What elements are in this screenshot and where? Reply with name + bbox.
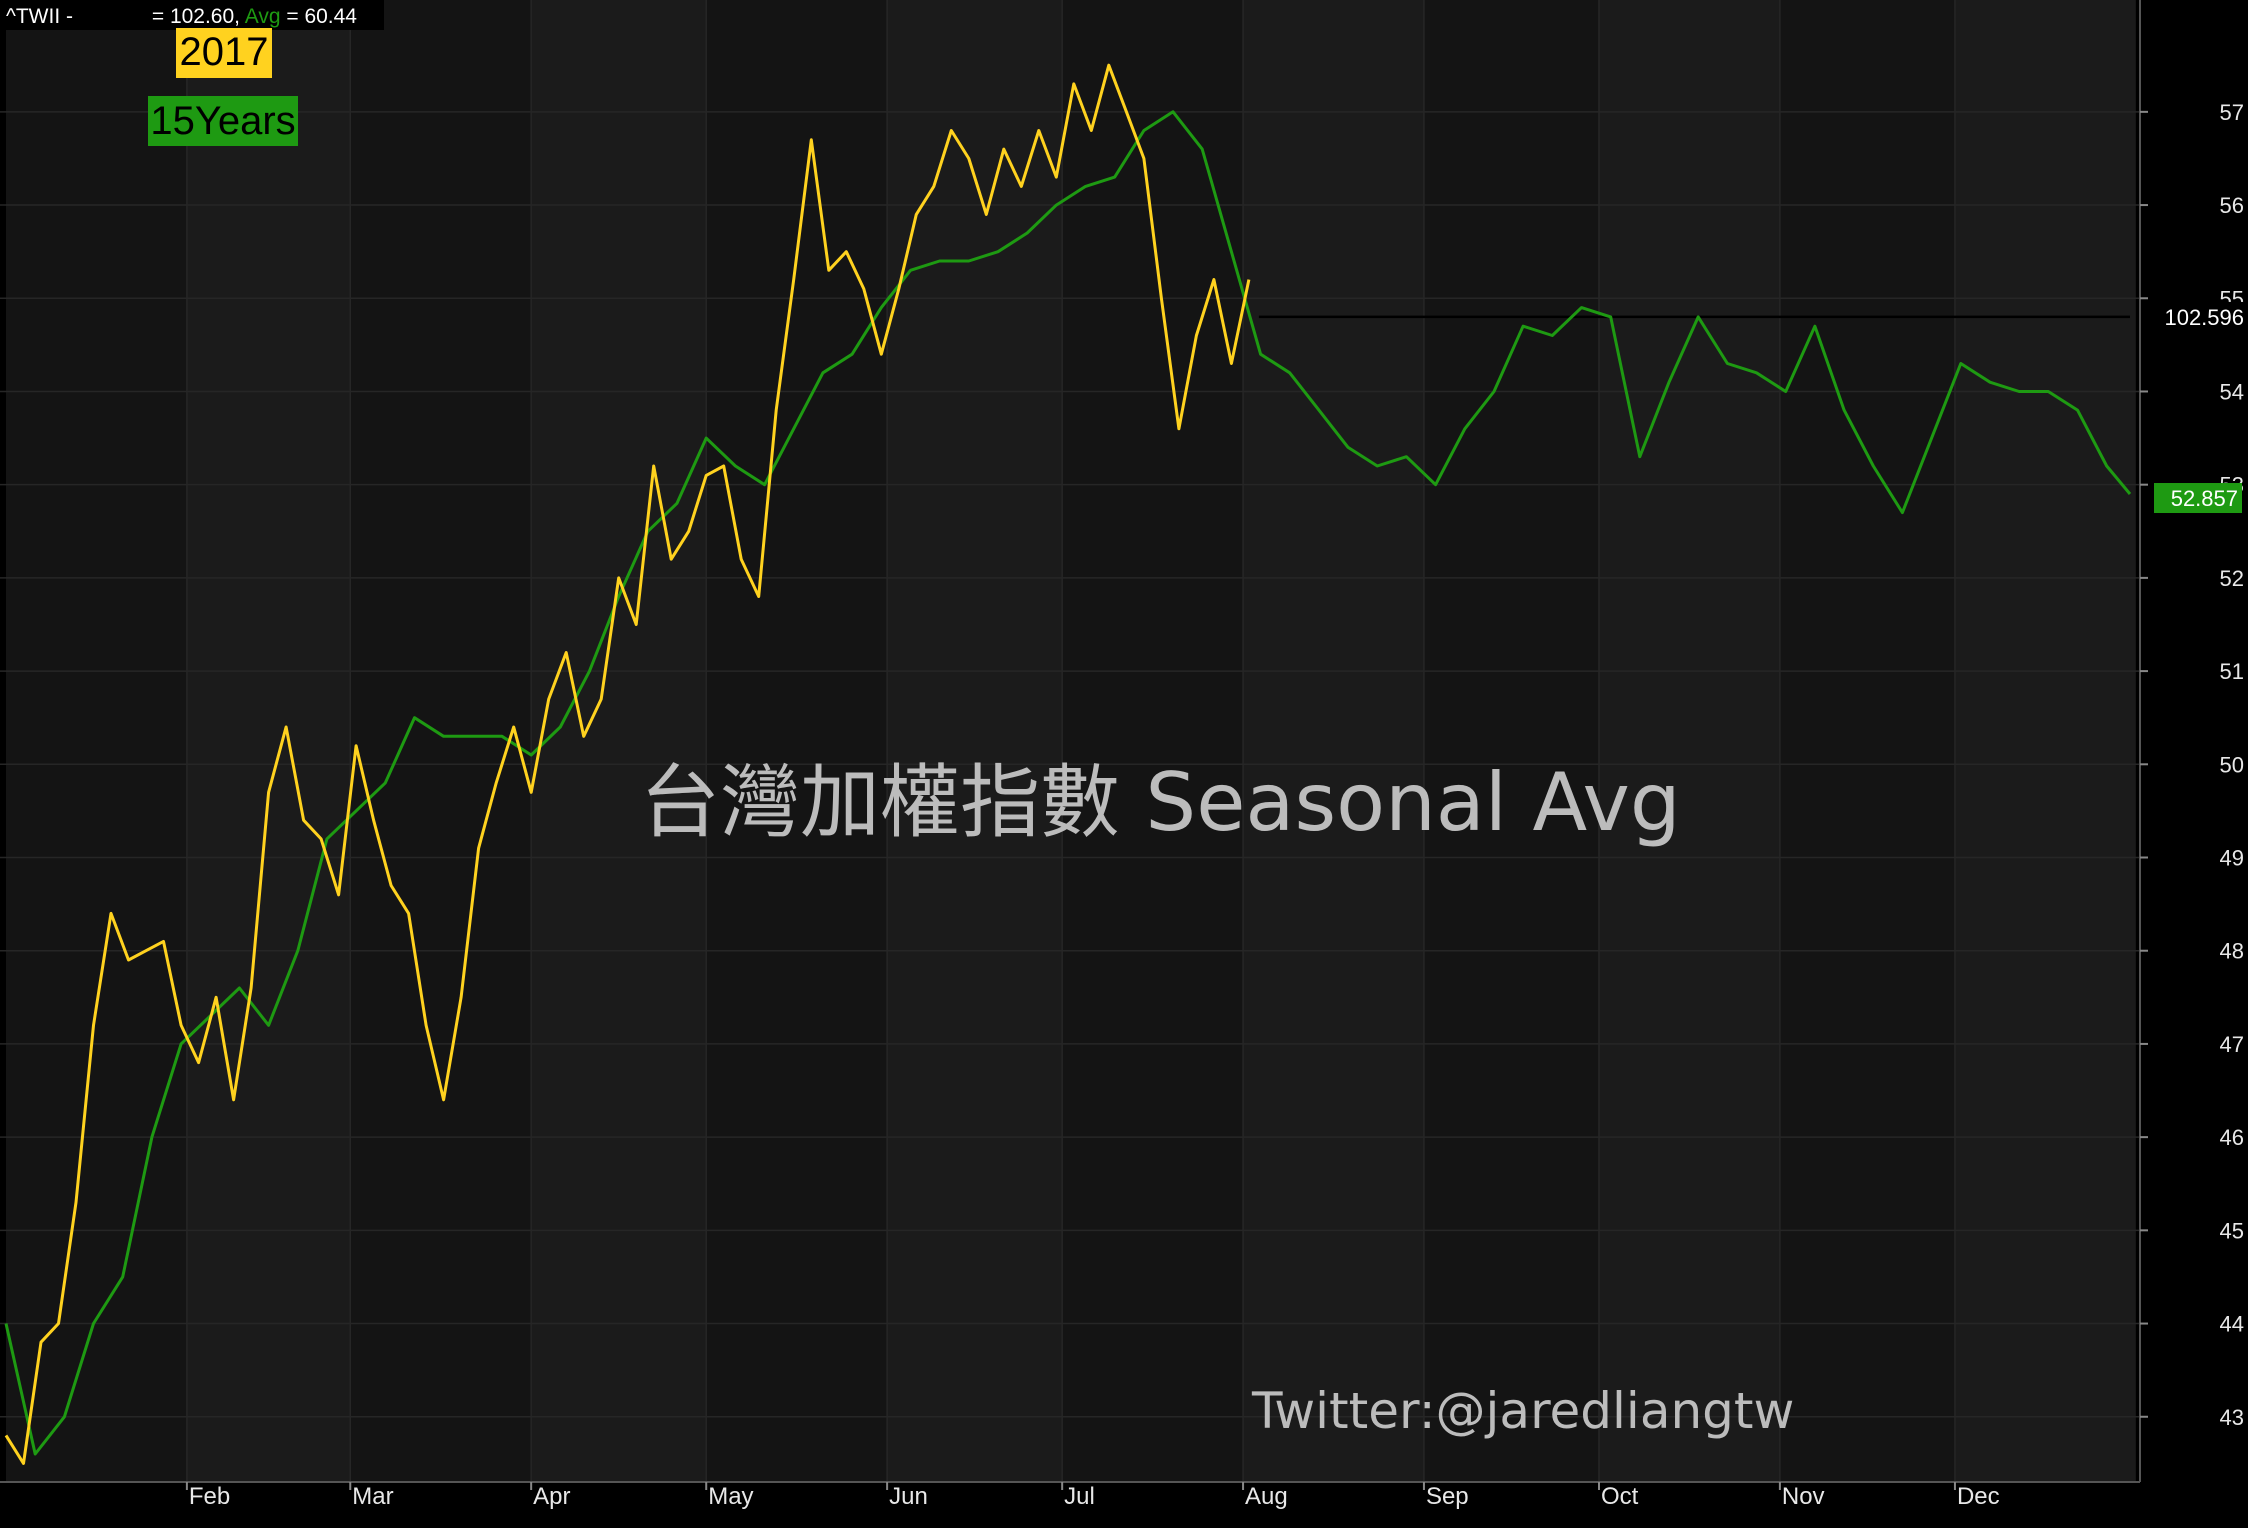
header-readout: ^TWII - = 102.60, Avg = 60.44 [6,5,357,28]
x-tick-label: May [708,1483,753,1510]
y-axis-ticks: 434445464748495051525354555657 [2140,100,2244,1430]
price-line-label: 102.596 [2164,305,2244,330]
header-avg-label: Avg [245,5,281,28]
month-band [1779,0,1955,1482]
x-tick-label: Sep [1426,1483,1469,1510]
month-band [887,0,1063,1482]
header-value: 102.60 [170,5,234,28]
x-tick-label: Jun [889,1483,928,1510]
month-bands [6,0,2136,1482]
month-band [706,0,888,1482]
last-value-label: 52.857 [2171,486,2238,511]
x-tick-label: Nov [1782,1483,1825,1510]
y-tick-label: 57 [2220,100,2244,125]
legend-avg-box [148,96,298,146]
y-tick-label: 50 [2220,752,2244,777]
axes [0,0,2141,1483]
legend-2017-box [176,28,272,78]
y-tick-label: 43 [2220,1405,2244,1430]
grid-lines [0,0,2140,1482]
y-tick-label: 44 [2220,1312,2244,1337]
y-tick-label: 51 [2220,659,2244,684]
x-tick-label: Apr [533,1483,570,1510]
y-tick-label: 47 [2220,1032,2244,1057]
x-tick-label: Dec [1957,1483,2000,1510]
month-band [1062,0,1244,1482]
price-line-label-bg [2154,301,2246,332]
last-value-badge [2154,483,2242,514]
x-tick-label: Jul [1064,1483,1095,1510]
x-axis-ticks: Feb Mar Apr May Jun Jul Aug Sep Oct Nov Dec [185,1482,2000,1510]
series-lines [4,63,2132,1465]
month-band [6,0,187,1482]
month-band [1954,0,2136,1482]
header-sep: , [234,5,245,28]
series-line-2017 [4,63,1251,1465]
watermark-credit: Twitter:@jaredliangtw [1251,1382,1794,1440]
series-line-15years [4,110,2132,1456]
y-tick-label: 56 [2220,193,2244,218]
legend-avg-label: 15Years [150,99,295,143]
legend-2017-label: 2017 [180,30,269,74]
month-band [1243,0,1424,1482]
x-tick-label: Aug [1245,1483,1288,1510]
header-symbol: ^TWII - [6,5,73,28]
month-band [186,0,351,1482]
x-tick-label: Feb [189,1483,230,1510]
month-band [1599,0,1780,1482]
watermark-title: 台灣加權指數 Seasonal Avg [640,756,1681,849]
header-avg-value: 60.44 [304,5,357,28]
x-tick-label: Mar [352,1483,393,1510]
y-tick-label: 48 [2220,939,2244,964]
header-eq2: = [281,5,305,28]
y-tick-label: 54 [2220,379,2244,404]
x-tick-label: Oct [1601,1483,1639,1510]
month-band [350,0,532,1482]
header-eq1: = [146,5,170,28]
y-tick-label: 49 [2220,846,2244,871]
month-band [531,0,707,1482]
header-bg [0,0,384,30]
month-band [1423,0,1599,1482]
y-tick-label: 45 [2220,1218,2244,1243]
y-tick-label: 46 [2220,1125,2244,1150]
y-tick-label: 52 [2220,566,2244,591]
